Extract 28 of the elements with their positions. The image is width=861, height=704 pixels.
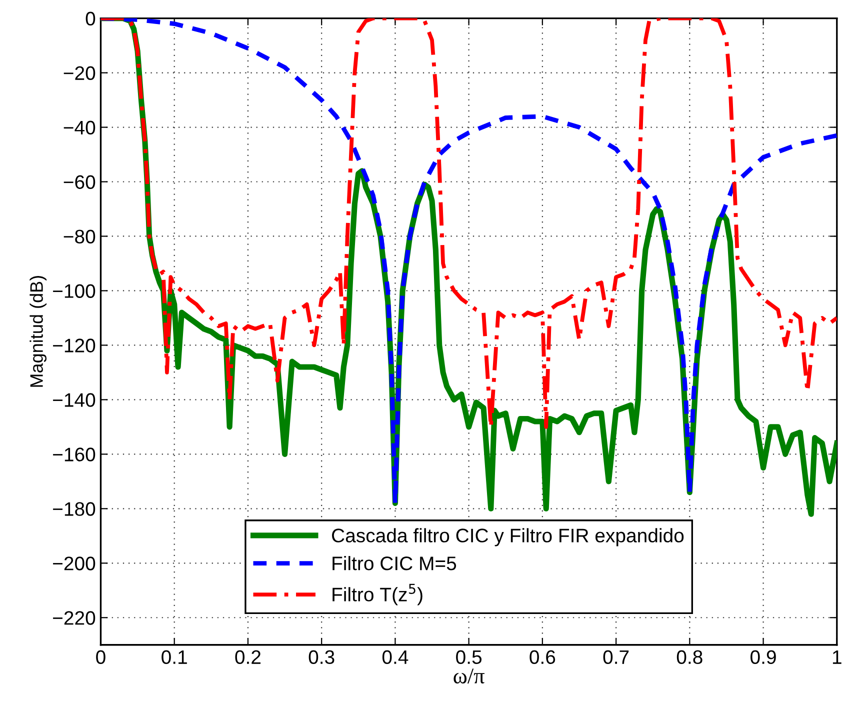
y-tick-label: −80 bbox=[64, 230, 96, 244]
y-tick-label: −100 bbox=[53, 284, 96, 298]
x-tick-label: 0 bbox=[96, 650, 106, 664]
x-tick-label: 0.9 bbox=[750, 650, 776, 664]
y-tick-label: −200 bbox=[53, 556, 96, 570]
y-tick-label: −140 bbox=[53, 393, 96, 407]
x-tick-label: 1 bbox=[832, 650, 842, 664]
y-tick-label: 0 bbox=[86, 12, 96, 26]
y-tick-label: −160 bbox=[53, 448, 96, 462]
y-tick-label: −60 bbox=[64, 175, 96, 189]
y-tick-label: −120 bbox=[53, 338, 96, 352]
y-tick-label: −180 bbox=[53, 502, 96, 516]
x-tick-label: 0.7 bbox=[603, 650, 629, 664]
x-tick-label: 0.8 bbox=[676, 650, 702, 664]
legend-label: Filtro T(z$^{5}$) bbox=[332, 584, 422, 606]
y-axis-title: Magnitud (dB) bbox=[30, 276, 47, 387]
y-tick-label: −20 bbox=[64, 66, 96, 80]
y-tick-label: −40 bbox=[64, 120, 96, 135]
x-tick-label: 0.3 bbox=[308, 650, 334, 664]
legend-label: Cascada filtro CIC y Filtro FIR expandido bbox=[332, 528, 684, 546]
x-tick-label: 0.2 bbox=[235, 650, 261, 664]
x-tick-label: 0.5 bbox=[456, 650, 482, 664]
x-tick-label: 0.6 bbox=[530, 650, 556, 664]
legend-label: Filtro CIC M=5 bbox=[332, 556, 456, 570]
y-tick-label: −220 bbox=[53, 611, 96, 625]
x-tick-label: 0.1 bbox=[162, 650, 187, 664]
x-axis-title: ω/π bbox=[454, 668, 484, 684]
x-tick-label: 0.4 bbox=[382, 650, 408, 664]
